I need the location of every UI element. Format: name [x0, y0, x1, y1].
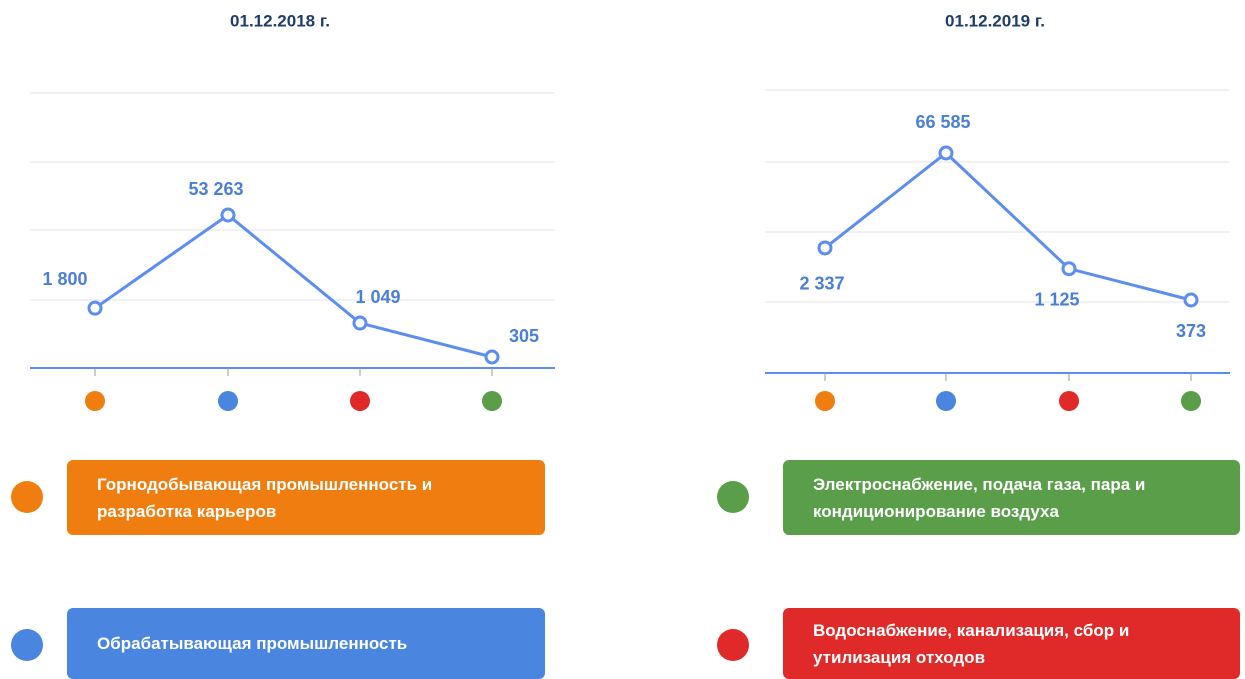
- value-label: 1 125: [1034, 289, 1079, 309]
- value-label: 305: [509, 326, 539, 346]
- legend-dot: [717, 629, 749, 661]
- legend-label: Электроснабжение, подача газа, пара и ко…: [783, 460, 1240, 535]
- category-dot: [218, 391, 238, 411]
- value-label: 1 049: [355, 287, 400, 307]
- point: [938, 145, 954, 161]
- value-label: 373: [1176, 321, 1206, 341]
- value-label: 53 263: [188, 179, 243, 199]
- charts: 01.12.2018 г. 1 800 53 263 1 049 305 01.12.20…: [30, 11, 1230, 411]
- value-label: 1 800: [42, 269, 87, 289]
- legend-dot: [717, 481, 749, 513]
- value-label: 66 585: [915, 112, 970, 132]
- legend-label: Горнодобывающая промышленность и разрабо…: [67, 460, 545, 535]
- legend-label: Обрабатывающая промышленность: [67, 608, 545, 679]
- category-dot: [1181, 391, 1201, 411]
- line: [824, 151, 1192, 302]
- value-label: 2 337: [799, 274, 844, 294]
- legend-dot: [11, 629, 43, 661]
- point: [1061, 261, 1077, 277]
- chart-title: 01.12.2019 г.: [945, 11, 1045, 30]
- category-dot: [1059, 391, 1079, 411]
- point: [87, 300, 103, 316]
- point: [1183, 292, 1199, 308]
- category-dot: [350, 391, 370, 411]
- legend-label: Водоснабжение, канализация, сбор и утили…: [783, 608, 1240, 679]
- category-dot: [85, 391, 105, 411]
- point: [352, 315, 368, 331]
- point: [220, 207, 236, 223]
- chart-title: 01.12.2018 г.: [230, 11, 330, 30]
- category-dot: [482, 391, 502, 411]
- point: [484, 349, 500, 365]
- category-dot: [815, 391, 835, 411]
- category-dot: [936, 391, 956, 411]
- point: [817, 240, 833, 256]
- line: [94, 213, 493, 359]
- legend-dot: [11, 481, 43, 513]
